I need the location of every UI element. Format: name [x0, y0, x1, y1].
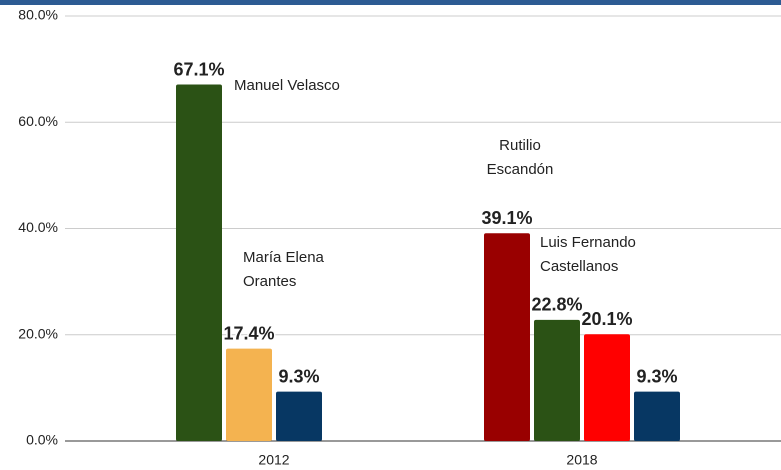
value-label: 67.1%: [173, 59, 224, 79]
annotation: Luis Fernando: [540, 234, 636, 251]
bar: [276, 391, 322, 441]
value-label: 39.1%: [481, 208, 532, 228]
annotation: Orantes: [243, 273, 296, 290]
annotation: Castellanos: [540, 258, 618, 275]
value-label: 20.1%: [581, 309, 632, 329]
top-band: [0, 0, 781, 5]
x-tick-label: 2012: [258, 452, 289, 468]
x-tick-label: 2018: [566, 452, 597, 468]
y-tick-label: 20.0%: [18, 325, 58, 341]
bar: [176, 84, 222, 441]
bar: [634, 391, 680, 441]
value-label: 22.8%: [531, 295, 582, 315]
y-tick-label: 60.0%: [18, 113, 58, 129]
annotation: Manuel Velasco: [234, 77, 340, 94]
y-tick-label: 80.0%: [18, 7, 58, 23]
value-label: 9.3%: [636, 366, 677, 386]
bar: [584, 334, 630, 441]
annotation: Escandón: [487, 161, 554, 178]
bar: [226, 348, 272, 441]
value-label: 17.4%: [223, 323, 274, 343]
value-label: 9.3%: [278, 366, 319, 386]
y-tick-label: 40.0%: [18, 219, 58, 235]
bar: [534, 319, 580, 441]
annotation: Rutilio: [499, 137, 541, 154]
bar: [484, 233, 530, 441]
y-tick-label: 0.0%: [26, 432, 58, 448]
annotation: María Elena: [243, 249, 325, 266]
